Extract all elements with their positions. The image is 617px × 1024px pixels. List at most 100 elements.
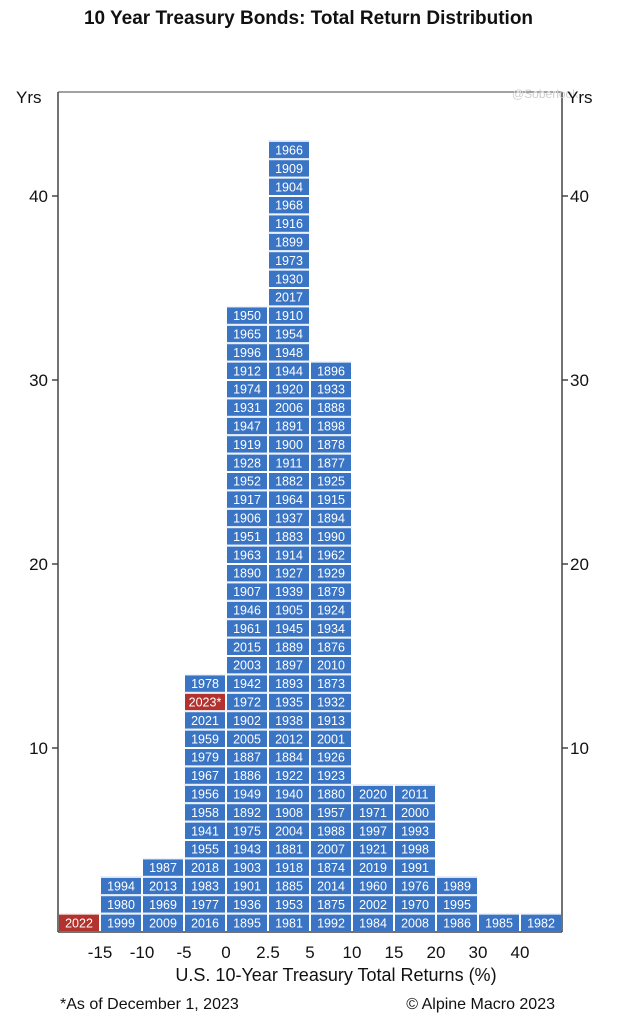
- y-tick-label-right: 40: [570, 187, 589, 206]
- year-cell: [226, 361, 268, 381]
- year-label: 2017: [275, 291, 303, 305]
- year-cell: [310, 876, 352, 896]
- year-cell: [184, 729, 226, 748]
- year-cell: [226, 637, 268, 656]
- year-label: 1942: [233, 677, 261, 691]
- year-label: 1968: [275, 199, 303, 213]
- year-cell: [226, 564, 268, 583]
- year-cell: [184, 895, 226, 914]
- bar-bin: 1992 1875 2014 1874 2007 1988 1957 1880 1923 1926…: [310, 361, 352, 933]
- year-cell: [310, 527, 352, 546]
- year-label: 2007: [317, 843, 345, 857]
- year-cell: [268, 858, 310, 877]
- x-tick-label: -5: [176, 943, 191, 962]
- year-label: 1977: [191, 898, 219, 912]
- year-cell: [310, 545, 352, 564]
- y-tick-label-left: 10: [29, 739, 48, 758]
- year-cell: [268, 840, 310, 859]
- year-label: 1903: [233, 861, 261, 875]
- year-label: 1939: [275, 585, 303, 599]
- year-cell: [352, 858, 394, 877]
- year-cell: [310, 380, 352, 399]
- year-label: 1957: [317, 806, 345, 820]
- year-cell: [268, 306, 310, 325]
- year-cell: [226, 729, 268, 748]
- year-label: 2000: [401, 806, 429, 820]
- year-label: 1961: [233, 622, 261, 636]
- year-cell: [226, 545, 268, 564]
- year-label: 1979: [191, 751, 219, 765]
- year-label: 1883: [275, 530, 303, 544]
- year-cell: [268, 435, 310, 454]
- year-cell: [226, 582, 268, 601]
- year-cell: [268, 269, 310, 289]
- year-label: 1917: [233, 493, 261, 507]
- bar-bin: 1984 2002 1960 2019 1921 1997 1971 2020: [352, 784, 394, 932]
- credit: © Alpine Macro 2023: [406, 996, 555, 1013]
- year-cell: [310, 674, 352, 693]
- year-cell: [310, 435, 352, 454]
- year-cell: [226, 619, 268, 638]
- year-label: 2006: [275, 401, 303, 415]
- year-label: 1892: [233, 806, 261, 820]
- year-label: 1898: [317, 420, 345, 434]
- bar-bin: 1985: [478, 913, 520, 932]
- year-cell: [268, 766, 310, 785]
- year-cell: [394, 821, 436, 840]
- year-cell: [268, 159, 310, 178]
- bar-bin: 2008 1970 1976 1991 1998 1993 2000 2011: [394, 784, 436, 932]
- bar-bin: 1981 1953 1885 1918 1881 2004 1908 1940 1922 1884…: [268, 140, 310, 933]
- footnote: *As of December 1, 2023: [60, 996, 239, 1013]
- y-tick-label-left: 20: [29, 555, 48, 574]
- year-label: 1951: [233, 530, 261, 544]
- year-label: 1877: [317, 456, 345, 470]
- year-label: 1928: [233, 456, 261, 470]
- year-cell: [352, 876, 394, 896]
- x-tick-label: 0: [221, 943, 230, 962]
- year-label: 1873: [317, 677, 345, 691]
- year-label: 1916: [275, 217, 303, 231]
- year-label: 1973: [275, 254, 303, 268]
- year-label: 1900: [275, 438, 303, 452]
- year-label: 1885: [275, 880, 303, 894]
- year-cell: [226, 858, 268, 877]
- year-label: 1962: [317, 548, 345, 562]
- year-cell: [394, 784, 436, 804]
- year-label: 1938: [275, 714, 303, 728]
- year-cell: [226, 508, 268, 528]
- y-tick-label-right: 20: [570, 555, 589, 574]
- year-cell: [268, 711, 310, 730]
- year-label: 2004: [275, 824, 303, 838]
- year-label: 1963: [233, 548, 261, 562]
- year-cell: [226, 416, 268, 436]
- year-label: 2003: [233, 659, 261, 673]
- year-label: 1953: [275, 898, 303, 912]
- year-cell: [226, 876, 268, 896]
- year-label: 1954: [275, 328, 303, 342]
- year-label: 1978: [191, 677, 219, 691]
- year-label: 2018: [191, 861, 219, 875]
- x-tick-label: 15: [385, 943, 404, 962]
- year-cell: [310, 711, 352, 730]
- y-tick-label-right: 30: [570, 371, 589, 390]
- year-label: 1904: [275, 180, 303, 194]
- year-cell: [268, 600, 310, 620]
- year-label: 1915: [317, 493, 345, 507]
- year-label: 1888: [317, 401, 345, 415]
- year-cell: [268, 784, 310, 804]
- year-label: 1948: [275, 346, 303, 360]
- bar-bin: 1895 1936 1901 1903 1943 1975 1892 1949 1886 1887…: [226, 306, 268, 932]
- year-label: 2014: [317, 880, 345, 894]
- year-label: 1882: [275, 475, 303, 489]
- year-label: 1875: [317, 898, 345, 912]
- year-cell: [268, 508, 310, 528]
- year-label: 1874: [317, 861, 345, 875]
- bar-bin: 2022: [58, 913, 100, 932]
- year-label: 1955: [191, 843, 219, 857]
- year-label: 1925: [317, 475, 345, 489]
- year-label: 1988: [317, 824, 345, 838]
- year-cell: [394, 876, 436, 896]
- year-label: 1997: [359, 824, 387, 838]
- year-label: 1985: [485, 916, 513, 930]
- year-label: 1931: [233, 401, 261, 415]
